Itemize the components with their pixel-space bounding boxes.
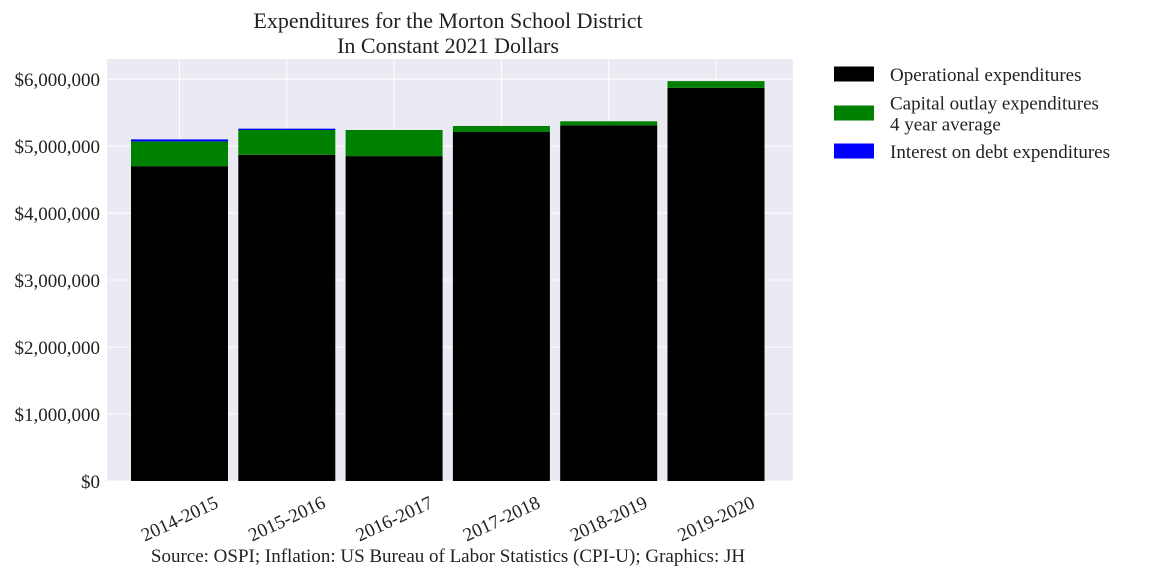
bar-2017-2018-series-0: [452, 132, 550, 481]
chart-title-line-1: Expenditures for the Morton School Distr…: [253, 8, 642, 33]
source-note: Source: OSPI; Inflation: US Bureau of La…: [151, 546, 745, 567]
legend: Operational expenditures Capital outlay e…: [834, 65, 1110, 163]
bar-2016-2017-series-0: [345, 156, 443, 481]
legend-swatch-1: [834, 105, 874, 121]
chart-title-line-2: In Constant 2021 Dollars: [337, 33, 559, 58]
x-tick-label-3: 2017-2018: [460, 492, 543, 546]
bar-2019-2020-series-0: [667, 87, 765, 482]
x-tick-label-5: 2019-2020: [675, 492, 758, 546]
legend-label-2: Interest on debt expenditures: [890, 142, 1110, 163]
y-tick-label-3: $3,000,000: [15, 271, 101, 292]
bar-2015-2016-series-1: [238, 130, 336, 155]
y-axis: $0 $1,000,000 $2,000,000 $3,000,000 $4,000,0…: [15, 70, 101, 493]
legend-swatch-2: [834, 143, 874, 159]
x-tick-label-0: 2014-2015: [138, 492, 221, 546]
x-tick-label-1: 2015-2016: [245, 492, 328, 546]
bar-2015-2016-series-2: [238, 128, 336, 131]
bar-2016-2017-series-1: [345, 130, 443, 157]
x-axis: 2014-2015 2015-2016 2016-2017 2017-2018 2018…: [138, 492, 758, 546]
bar-2019-2020-series-1: [667, 81, 765, 88]
y-tick-label-6: $6,000,000: [15, 70, 101, 91]
y-tick-label-4: $4,000,000: [15, 204, 101, 225]
chart-title: Expenditures for the Morton School Distr…: [253, 8, 642, 58]
y-tick-label-2: $2,000,000: [15, 338, 101, 359]
bar-2014-2015-series-2: [131, 139, 228, 142]
y-tick-label-0: $0: [81, 472, 100, 493]
bar-2014-2015-series-1: [131, 141, 228, 167]
bar-2017-2018-series-1: [452, 125, 550, 133]
bar-2018-2019-series-0: [560, 125, 658, 482]
x-tick-label-4: 2018-2019: [567, 492, 650, 546]
bar-2014-2015-series-0: [131, 166, 228, 481]
bar-2015-2016-series-0: [238, 154, 336, 482]
x-tick-label-2: 2016-2017: [353, 492, 436, 546]
legend-label-1: Capital outlay expenditures 4 year averag…: [890, 94, 1099, 136]
y-tick-label-1: $1,000,000: [15, 405, 101, 426]
bar-2018-2019-series-1: [560, 121, 658, 126]
legend-swatch-0: [834, 66, 874, 82]
bars: [131, 81, 765, 482]
legend-label-0: Operational expenditures: [890, 65, 1082, 86]
y-tick-label-5: $5,000,000: [15, 137, 101, 158]
